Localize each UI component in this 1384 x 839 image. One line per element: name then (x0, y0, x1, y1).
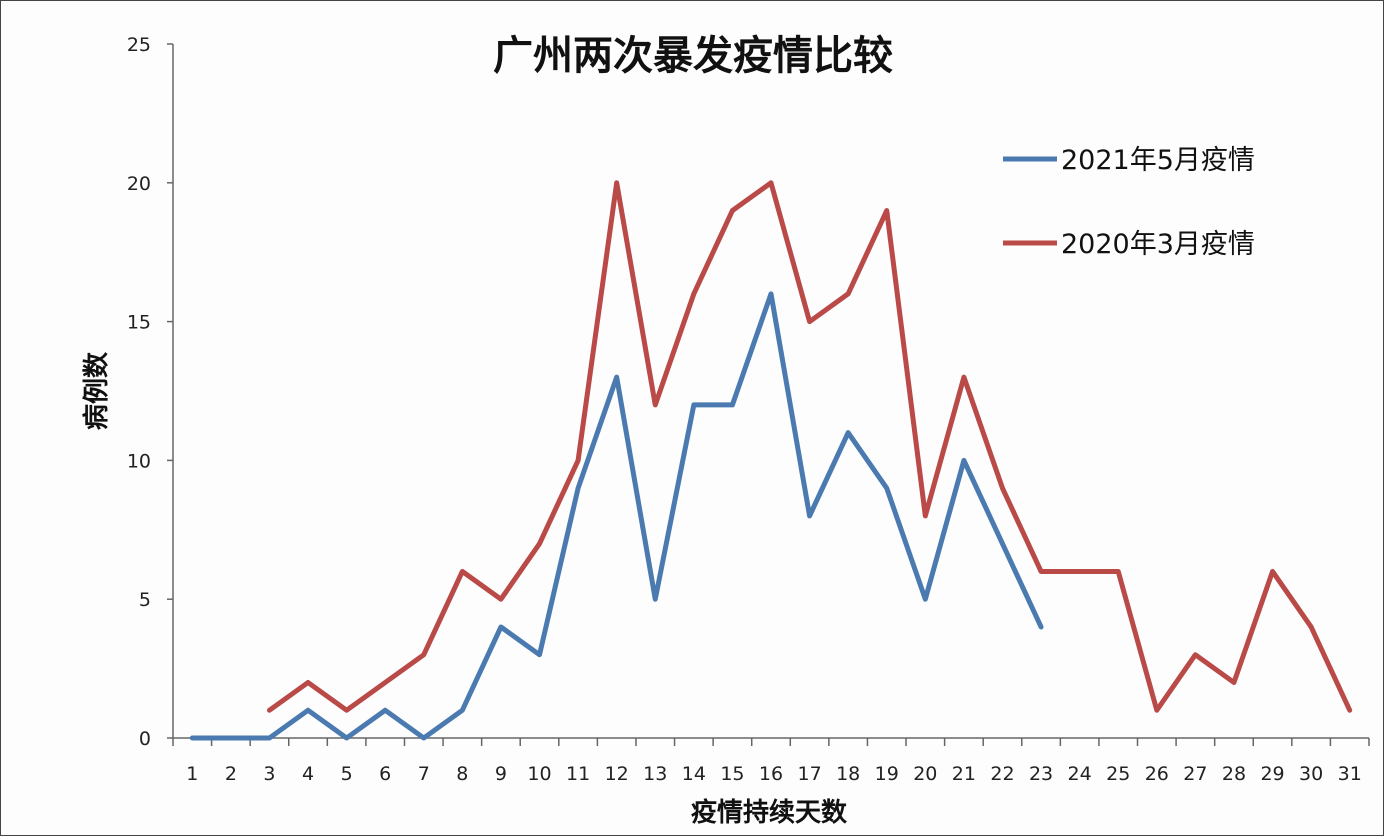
series-line-1 (269, 183, 1349, 710)
x-tick-label: 21 (952, 763, 976, 785)
x-tick-label: 15 (720, 763, 744, 785)
chart-title: 广州两次暴发疫情比较 (493, 33, 893, 79)
x-tick-label: 17 (797, 763, 821, 785)
x-tick-label: 23 (1029, 763, 1053, 785)
y-tick-label: 15 (127, 312, 151, 334)
x-tick-label: 5 (341, 763, 353, 785)
y-tick-label: 5 (139, 589, 151, 611)
x-tick-label: 2 (225, 763, 237, 785)
x-tick-label: 18 (836, 763, 860, 785)
x-tick-label: 1 (186, 763, 198, 785)
x-tick-label: 16 (759, 763, 783, 785)
x-tick-label: 30 (1299, 763, 1323, 785)
y-tick-label: 0 (139, 728, 151, 750)
y-tick-label: 10 (127, 450, 151, 472)
y-tick-label: 20 (127, 173, 151, 195)
y-tick-label: 25 (127, 34, 151, 56)
x-tick-label: 19 (875, 763, 899, 785)
x-tick-label: 29 (1260, 763, 1284, 785)
x-tick-label: 9 (495, 763, 507, 785)
x-tick-label: 7 (418, 763, 430, 785)
x-tick-label: 14 (682, 763, 706, 785)
x-tick-label: 26 (1145, 763, 1169, 785)
y-axis-label: 病例数 (82, 351, 112, 430)
x-axis-label: 疫情持续天数 (691, 797, 848, 828)
x-tick-label: 31 (1338, 763, 1362, 785)
x-tick-label: 3 (263, 763, 275, 785)
x-tick-label: 10 (527, 763, 551, 785)
x-tick-label: 20 (913, 763, 937, 785)
legend-label: 2021年5月疫情 (1061, 145, 1255, 176)
x-tick-label: 25 (1106, 763, 1130, 785)
x-tick-label: 12 (605, 763, 629, 785)
x-tick-label: 22 (990, 763, 1014, 785)
x-tick-label: 4 (302, 763, 314, 785)
x-tick-label: 24 (1068, 763, 1092, 785)
x-tick-label: 28 (1222, 763, 1246, 785)
series-line-0 (192, 294, 1041, 738)
x-tick-label: 11 (566, 763, 590, 785)
x-tick-label: 8 (456, 763, 468, 785)
x-tick-label: 13 (643, 763, 667, 785)
legend-label: 2020年3月疫情 (1061, 229, 1255, 260)
x-tick-label: 6 (379, 763, 391, 785)
x-tick-label: 27 (1183, 763, 1207, 785)
